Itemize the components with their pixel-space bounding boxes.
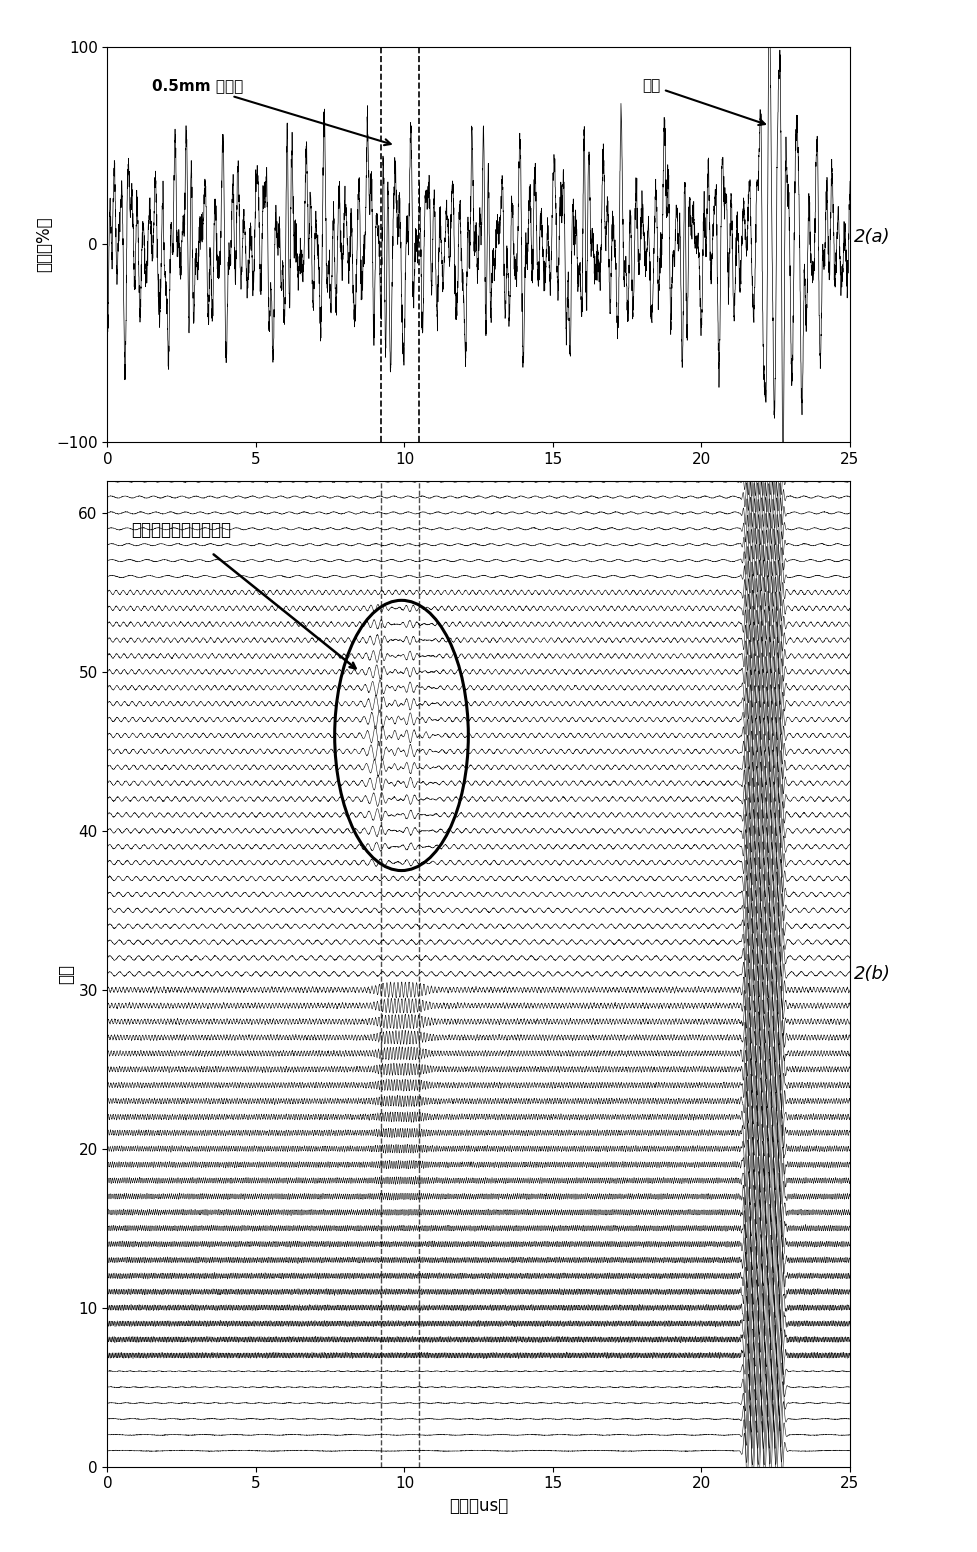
X-axis label: 时间（us）: 时间（us） — [449, 1498, 508, 1515]
Text: 提取出的子带缺陷信号: 提取出的子带缺陷信号 — [131, 521, 232, 539]
Y-axis label: 尺度: 尺度 — [58, 964, 75, 984]
Text: 底波: 底波 — [642, 78, 765, 126]
Y-axis label: 幅度（%）: 幅度（%） — [35, 217, 54, 272]
Text: 0.5mm 横通孔: 0.5mm 横通孔 — [152, 78, 391, 146]
Text: 2(b): 2(b) — [854, 965, 891, 982]
Text: 2(a): 2(a) — [854, 228, 890, 245]
